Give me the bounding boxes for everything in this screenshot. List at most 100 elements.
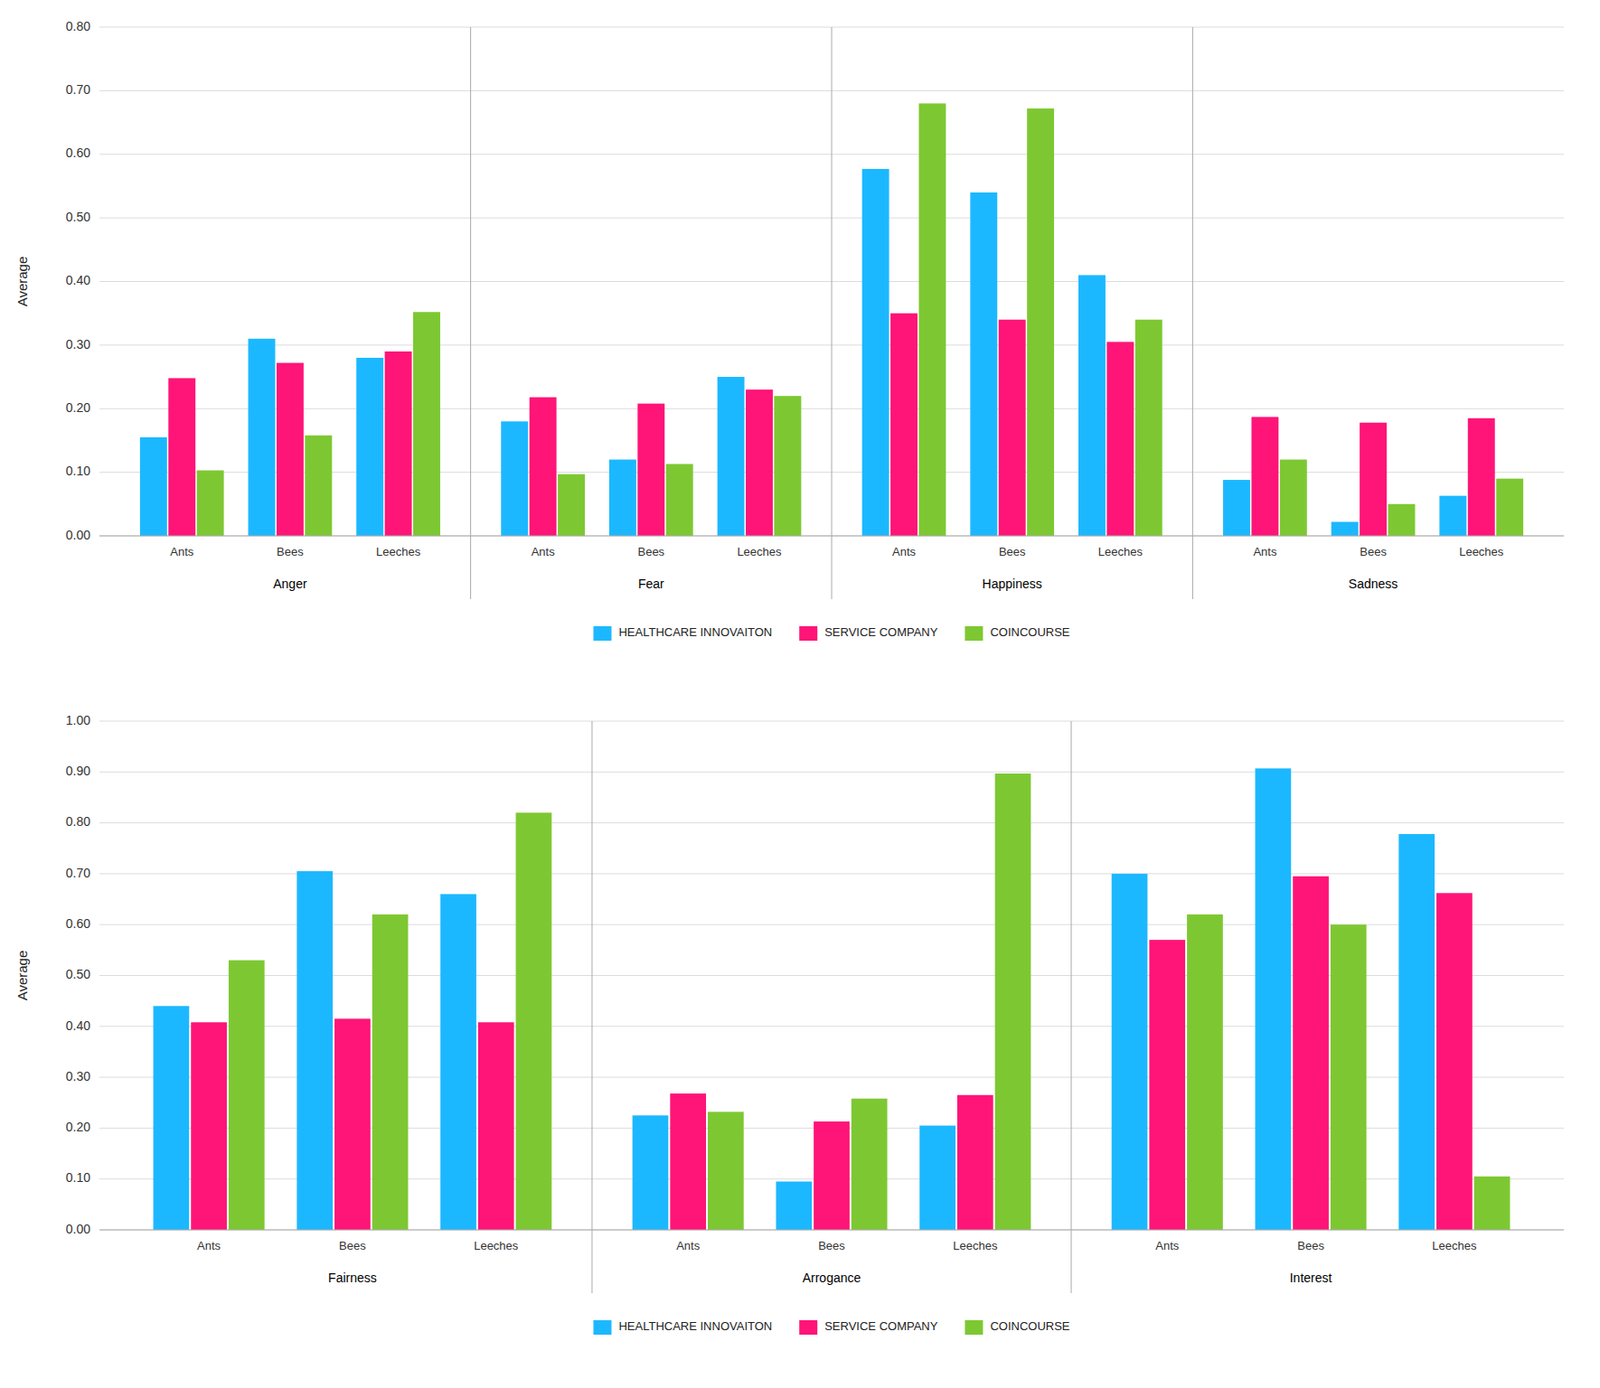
legend-label: SERVICE COMPANY xyxy=(824,625,939,640)
legend-swatch xyxy=(964,1320,983,1336)
bar xyxy=(1388,504,1416,537)
y-tick-label: 0.20 xyxy=(65,400,91,415)
y-tick-label: 0.60 xyxy=(65,916,91,932)
y-axis-label: Average xyxy=(14,256,30,308)
y-tick-label: 1.00 xyxy=(65,713,91,728)
group-label: Happiness xyxy=(982,576,1043,592)
bar xyxy=(228,960,265,1231)
bar xyxy=(296,871,333,1231)
bar xyxy=(998,320,1026,537)
figure: 0.000.100.200.300.400.500.600.700.80Aver… xyxy=(0,0,1600,1388)
bar xyxy=(1280,460,1308,537)
x-tick-label: Leeches xyxy=(376,545,422,559)
bar xyxy=(153,1006,190,1231)
bar xyxy=(1474,1176,1511,1231)
bar xyxy=(1255,768,1292,1231)
y-tick-label: 0.50 xyxy=(65,209,91,225)
x-tick-label: Bees xyxy=(276,545,304,559)
bar xyxy=(717,376,745,537)
bar xyxy=(1496,479,1524,537)
bar xyxy=(851,1099,888,1231)
y-tick-label: 0.80 xyxy=(65,18,91,34)
x-tick-label: Bees xyxy=(818,1239,846,1253)
bar xyxy=(919,1126,956,1231)
bar xyxy=(190,1022,227,1231)
bar xyxy=(478,1022,515,1231)
bar xyxy=(1398,834,1435,1231)
bar xyxy=(385,351,413,537)
group-label: Fairness xyxy=(328,1270,377,1286)
bar xyxy=(918,103,946,537)
group-label: Arrogance xyxy=(802,1270,862,1286)
bar xyxy=(413,311,441,537)
x-tick-label: Ants xyxy=(531,545,556,559)
y-tick-label: 0.10 xyxy=(65,463,91,479)
legend: HEALTHCARE INNOVAITONSERVICE COMPANYCOIN… xyxy=(592,1319,1070,1336)
x-tick-label: Leeches xyxy=(1098,545,1144,559)
bar xyxy=(1436,893,1473,1231)
group-label: Anger xyxy=(272,576,308,592)
y-tick-label: 0.00 xyxy=(65,527,91,543)
bar xyxy=(1439,496,1467,537)
x-axis-line xyxy=(99,536,1564,537)
y-axis-label: Average xyxy=(14,950,30,1002)
legend-item: COINCOURSE xyxy=(964,1319,1070,1336)
x-tick-label: Bees xyxy=(1297,1239,1325,1253)
y-tick-label: 0.70 xyxy=(65,865,91,881)
x-tick-label: Leeches xyxy=(1431,1239,1478,1253)
x-tick-label: Bees xyxy=(1359,545,1387,559)
y-tick-label: 0.30 xyxy=(65,337,91,352)
bar xyxy=(1223,480,1251,537)
bar xyxy=(440,894,477,1231)
bar xyxy=(1330,924,1367,1231)
bar xyxy=(1251,416,1279,537)
legend-item: HEALTHCARE INNOVAITON xyxy=(592,1319,772,1336)
y-tick-label: 0.00 xyxy=(65,1222,91,1237)
grid-line xyxy=(99,771,1564,773)
group-divider xyxy=(470,27,471,600)
bar xyxy=(168,377,196,537)
x-tick-label: Ants xyxy=(169,545,195,559)
group-divider xyxy=(591,721,593,1294)
y-tick-label: 0.30 xyxy=(65,1069,91,1084)
bar xyxy=(707,1111,744,1231)
y-tick-label: 0.80 xyxy=(65,814,91,829)
x-tick-label: Ants xyxy=(197,1239,222,1253)
legend-label: HEALTHCARE INNOVAITON xyxy=(618,625,772,640)
bar xyxy=(1078,274,1106,537)
legend-label: COINCOURSE xyxy=(989,1319,1070,1334)
bar xyxy=(1026,108,1055,537)
group-divider xyxy=(1071,721,1073,1294)
group-label: Fear xyxy=(638,576,665,592)
bar xyxy=(1359,423,1387,537)
y-tick-label: 0.50 xyxy=(65,967,91,982)
bar xyxy=(356,357,384,537)
bar xyxy=(334,1018,371,1231)
bar xyxy=(1186,914,1224,1231)
y-tick-label: 0.10 xyxy=(65,1170,91,1186)
x-tick-label: Ants xyxy=(1155,1239,1180,1253)
group-divider xyxy=(1192,27,1194,600)
bar xyxy=(669,1093,706,1231)
x-tick-label: Ants xyxy=(676,1239,701,1253)
bar xyxy=(1135,320,1163,537)
bar xyxy=(304,435,332,537)
grid-line xyxy=(99,721,1564,723)
x-tick-label: Leeches xyxy=(473,1239,519,1253)
bar xyxy=(745,389,773,537)
legend-swatch xyxy=(592,1320,612,1336)
group-label: Interest xyxy=(1289,1270,1333,1286)
chart: 0.000.100.200.300.400.500.600.700.80Aver… xyxy=(14,18,1564,641)
bar xyxy=(197,470,225,537)
bar xyxy=(140,437,168,537)
bar xyxy=(609,460,637,537)
bar xyxy=(969,192,998,537)
bar xyxy=(995,773,1032,1231)
bar xyxy=(862,169,890,537)
bars xyxy=(153,768,1511,1231)
bar xyxy=(957,1095,994,1231)
legend-item: HEALTHCARE INNOVAITON xyxy=(592,625,772,641)
bar xyxy=(666,463,694,537)
x-axis-line xyxy=(99,1230,1564,1232)
bar xyxy=(637,404,665,537)
